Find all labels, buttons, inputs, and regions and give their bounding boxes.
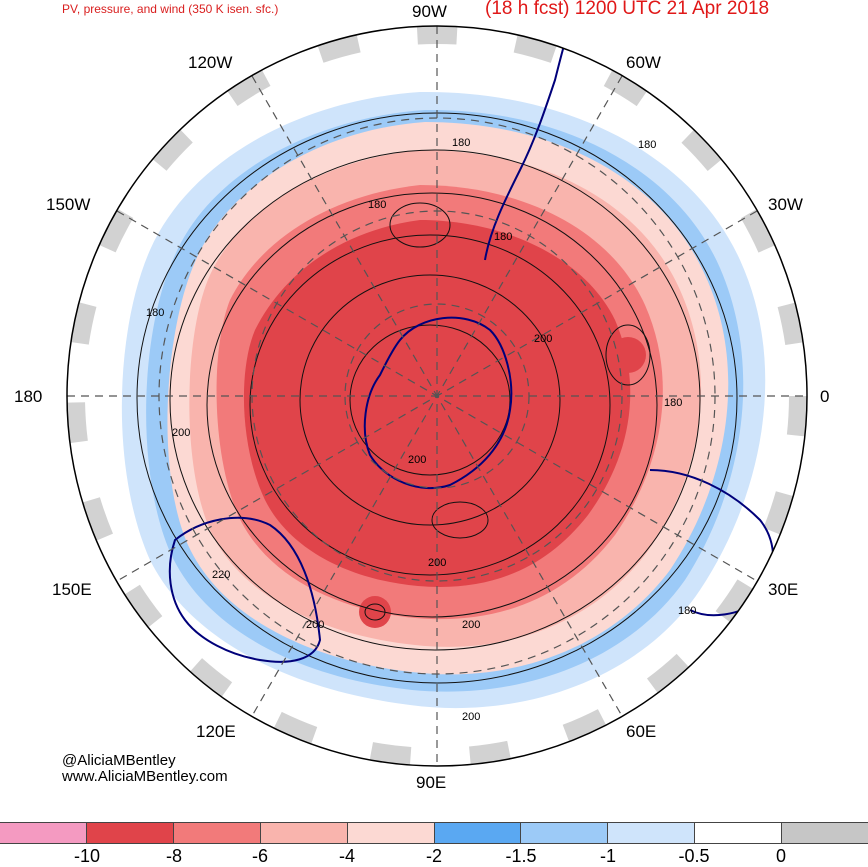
contour-label: 200 (428, 557, 446, 569)
contour-label: 180 (368, 199, 386, 211)
colorbar-tick: -4 (338, 846, 356, 866)
colorbar-segment (521, 823, 609, 843)
contour-label: 180 (452, 137, 470, 149)
lon-label-120w: 120W (188, 53, 232, 72)
contour-label: 200 (306, 619, 324, 631)
colorbar-segment (173, 823, 261, 843)
colorbar-tick: -1 (599, 846, 617, 866)
colorbar-segment (0, 823, 87, 843)
colorbar-tick: -0.5 (678, 846, 710, 866)
contour-label: 200 (534, 333, 552, 345)
colorbar (0, 822, 868, 844)
lon-label-90w: 90W (412, 2, 447, 21)
antarctica-coastline (363, 316, 513, 490)
lon-label-150w: 150W (46, 195, 90, 214)
colorbar-tick: -2 (425, 846, 443, 866)
lon-label-60w: 60W (626, 53, 661, 72)
pv-region-core (243, 220, 631, 587)
contour-label: 180 (664, 397, 682, 409)
colorbar-segment (782, 823, 868, 843)
colorbar-tick: 0 (775, 846, 787, 866)
south-america-coastline (484, 26, 571, 261)
pv-vortex-2 (610, 337, 646, 373)
contour-label: 180 (638, 139, 656, 151)
map-title-right: (18 h fcst) 1200 UTC 21 Apr 2018 (485, 0, 770, 19)
colorbar-segment (695, 823, 783, 843)
colorbar-segment (260, 823, 348, 843)
contour-label: 200 (462, 711, 480, 723)
contour-label: 200 (172, 427, 190, 439)
colorbar-segment (347, 823, 435, 843)
contour-label: 180 (678, 605, 696, 617)
contour-label: 200 (408, 454, 426, 466)
credit-handle: @AliciaMBentley (62, 752, 176, 769)
contour-label: 200 (462, 619, 480, 631)
lon-label-180: 180 (14, 387, 42, 406)
lon-label-150e: 150E (52, 580, 92, 599)
map-boundary (66, 25, 808, 767)
graticule (67, 26, 807, 766)
lon-label-0: 0 (820, 387, 829, 406)
colorbar-tick: -1.5 (505, 846, 537, 866)
colorbar-tick: -6 (251, 846, 269, 866)
lon-label-30e: 30E (768, 580, 798, 599)
colorbar-segment (434, 823, 522, 843)
lon-label-90e: 90E (416, 773, 446, 792)
lon-label-120e: 120E (196, 722, 236, 741)
pv-vortex (359, 596, 391, 628)
credit-website: www.AliciaMBentley.com (62, 768, 228, 785)
contour-label: 180 (494, 231, 512, 243)
contour-label: 220 (212, 569, 230, 581)
colorbar-tick: -8 (165, 846, 183, 866)
colorbar-segment (86, 823, 174, 843)
lon-label-30w: 30W (768, 195, 803, 214)
africa-coastline (649, 469, 775, 617)
colorbar-tick: -10 (73, 846, 101, 866)
lon-label-60e: 60E (626, 722, 656, 741)
colorbar-segment (608, 823, 696, 843)
contour-label: 180 (146, 307, 164, 319)
map-title-left: PV, pressure, and wind (350 K isen. sfc.… (62, 2, 279, 16)
polar-map: 180 180 180 180 180 180 180 200 200 200 … (14, 2, 829, 792)
australia-coastline (168, 516, 322, 663)
